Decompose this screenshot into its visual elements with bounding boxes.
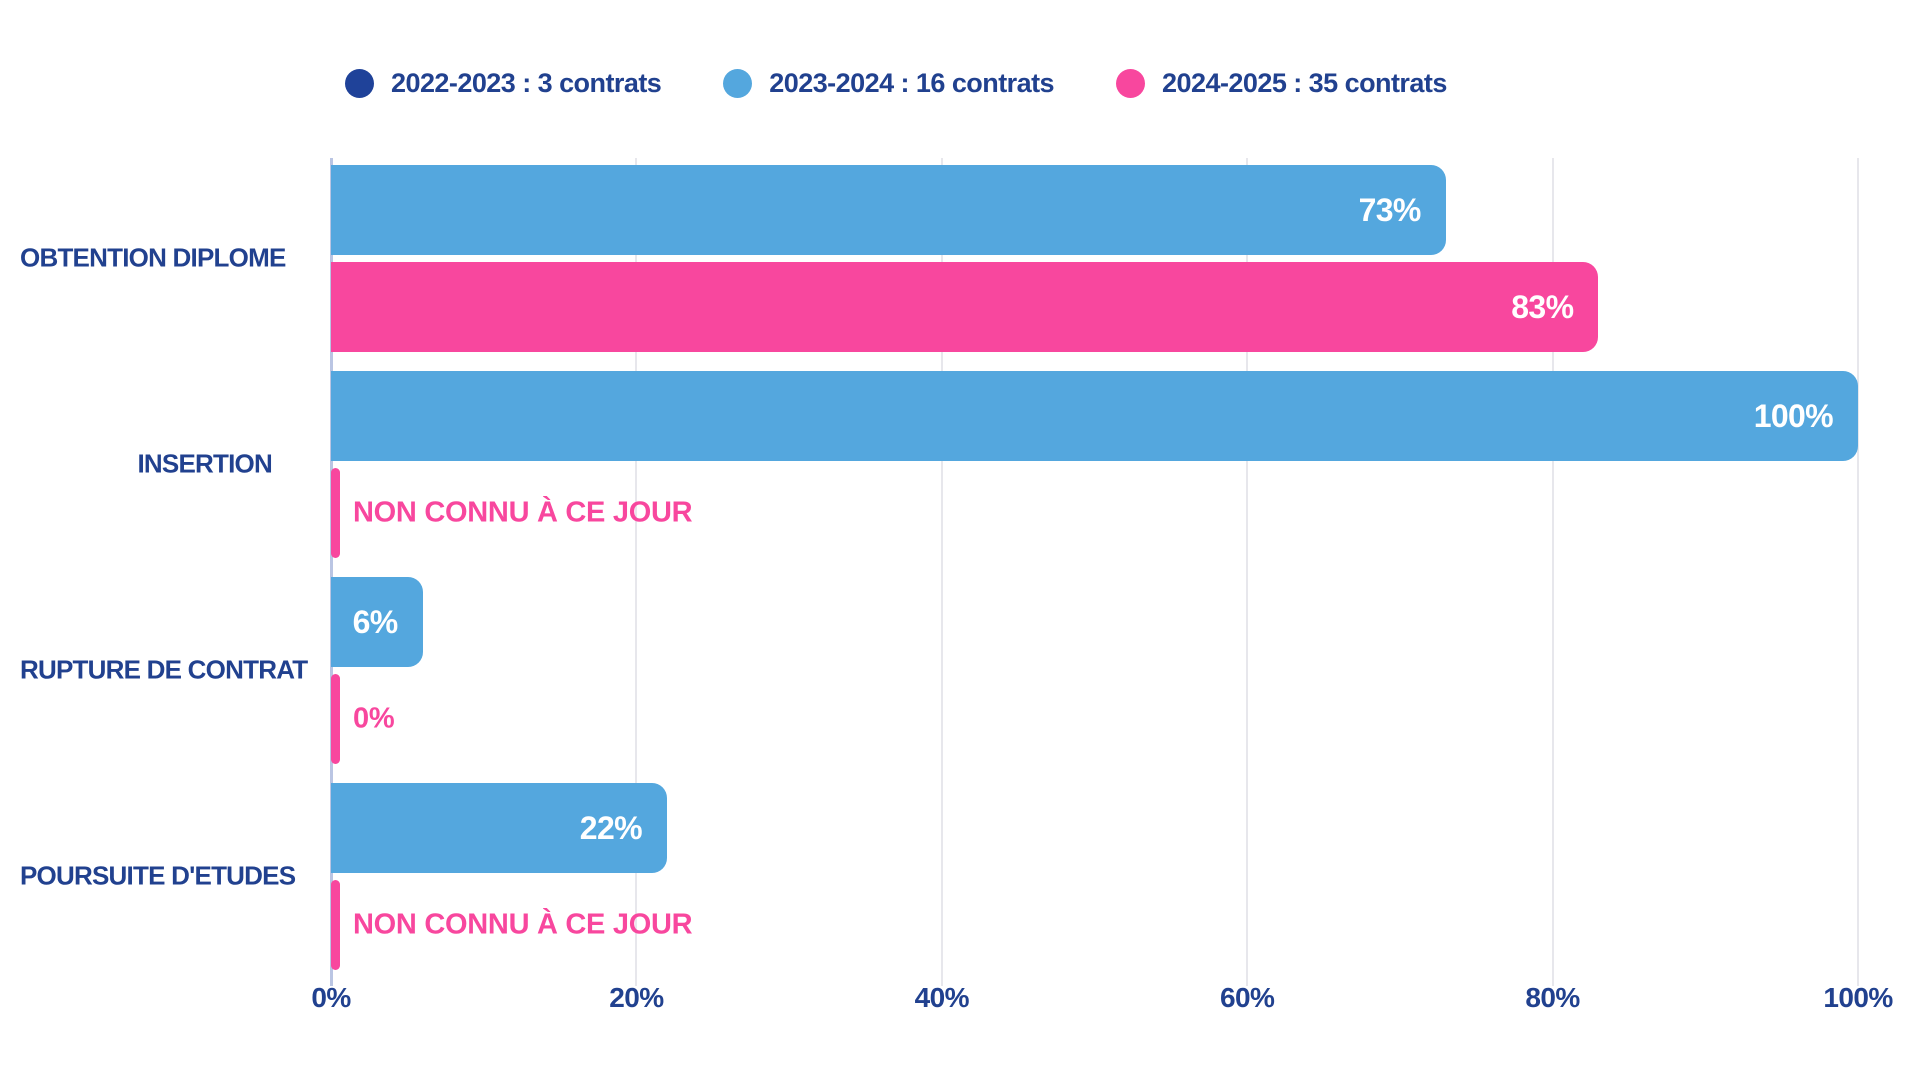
x-axis-tick-label: 40% xyxy=(914,982,970,1013)
bar-value-label: 83% xyxy=(1511,288,1574,325)
category-label: INSERTION xyxy=(137,448,272,479)
legend-item: 2022-2023 : 3 contrats xyxy=(345,68,662,99)
bar: 6% xyxy=(331,577,423,667)
category-label: RUPTURE DE CONTRAT xyxy=(20,654,308,685)
gridline xyxy=(635,158,638,986)
gridline xyxy=(1551,158,1554,986)
bar-value-label: 73% xyxy=(1358,191,1422,228)
legend-dot-icon xyxy=(345,69,374,98)
bar: 83% xyxy=(331,262,1599,352)
bar-outside-label: NON CONNU À CE JOUR xyxy=(353,908,693,941)
category-label: OBTENTION DIPLOME xyxy=(20,242,286,273)
gridline xyxy=(940,158,943,986)
legend-item: 2023-2024 : 16 contrats xyxy=(723,68,1055,99)
bar-outside-label: 0% xyxy=(353,702,395,735)
x-axis-tick-label: 80% xyxy=(1525,982,1580,1013)
legend: 2022-2023 : 3 contrats 2023-2024 : 16 con… xyxy=(345,68,1447,99)
legend-label: 2024-2025 : 35 contrats xyxy=(1162,68,1447,98)
legend-label: 2023-2024 : 16 contrats xyxy=(769,68,1055,98)
x-axis-tick-label: 0% xyxy=(311,982,351,1013)
x-axis-tick-label: 100% xyxy=(1823,982,1893,1013)
x-axis-tick-label: 20% xyxy=(609,982,664,1013)
bar: 100% xyxy=(331,371,1858,461)
x-axis-tick-label: 60% xyxy=(1220,982,1275,1013)
bar-value-label: 22% xyxy=(579,809,643,846)
legend-dot-icon xyxy=(1116,69,1146,98)
bar: 22% xyxy=(331,783,667,873)
bar xyxy=(331,468,340,558)
gridline xyxy=(1246,158,1249,986)
gridline xyxy=(1857,158,1859,986)
legend-dot-icon xyxy=(723,69,753,98)
bar: 73% xyxy=(331,165,1446,255)
legend-label: 2022-2023 : 3 contrats xyxy=(391,68,662,98)
bar xyxy=(331,674,340,764)
y-axis-line xyxy=(330,158,333,986)
category-label: POURSUITE D'ETUDES xyxy=(20,860,296,891)
bar xyxy=(331,880,340,970)
legend-item: 2024-2025 : 35 contrats xyxy=(1116,68,1447,99)
bar-outside-label: NON CONNU À CE JOUR xyxy=(353,496,693,529)
bar-value-label: 100% xyxy=(1753,397,1834,434)
bar-value-label: 6% xyxy=(352,603,399,640)
